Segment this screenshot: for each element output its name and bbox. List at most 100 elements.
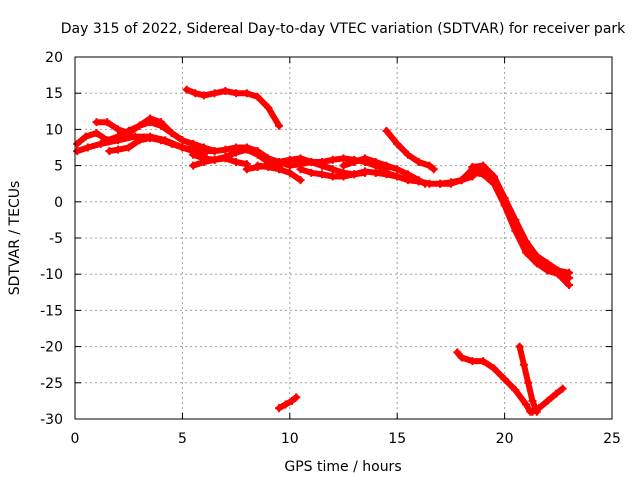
data-point — [83, 143, 92, 152]
data-point — [103, 118, 112, 127]
data-point — [221, 154, 230, 163]
data-point — [403, 176, 412, 185]
x-tick-label: 25 — [603, 431, 621, 447]
data-point — [414, 157, 423, 166]
data-point — [425, 179, 434, 188]
data-point — [199, 91, 208, 100]
y-tick-label: 5 — [54, 159, 63, 175]
x-tick-label: 20 — [496, 431, 514, 447]
data-point — [414, 177, 423, 186]
data-point — [532, 259, 541, 268]
grid-layer — [75, 57, 612, 419]
series-arc-16 — [382, 126, 438, 174]
data-point — [178, 136, 187, 145]
data-point — [468, 357, 477, 366]
data-point — [124, 143, 133, 152]
data-point — [189, 161, 198, 170]
series-arc-18 — [436, 165, 574, 277]
data-point — [360, 168, 369, 177]
data-point — [296, 154, 305, 163]
series-arc-24 — [275, 393, 301, 413]
series-layer — [73, 85, 574, 416]
data-point — [124, 129, 133, 138]
data-point — [221, 145, 230, 154]
data-point — [307, 168, 316, 177]
data-point — [371, 168, 380, 177]
data-point — [221, 87, 230, 96]
data-point — [92, 118, 101, 127]
data-point — [436, 179, 445, 188]
data-point — [522, 248, 531, 257]
data-point — [146, 114, 155, 123]
data-point — [275, 157, 284, 166]
data-point — [92, 129, 101, 138]
data-point — [479, 161, 488, 170]
data-point — [113, 136, 122, 145]
data-point — [565, 273, 574, 282]
data-point — [479, 357, 488, 366]
data-point — [131, 132, 140, 141]
data-point — [167, 129, 176, 138]
data-point — [296, 176, 305, 185]
data-point — [515, 342, 524, 351]
data-point — [534, 404, 543, 413]
chart-title: Day 315 of 2022, Sidereal Day-to-day VTE… — [61, 21, 626, 37]
data-point — [242, 143, 251, 152]
y-tick-label: -25 — [40, 376, 63, 392]
data-point — [210, 155, 219, 164]
y-tick-label: -10 — [40, 267, 63, 283]
series-trace — [454, 349, 534, 415]
data-point — [296, 165, 305, 174]
data-point — [242, 89, 251, 98]
data-point — [382, 126, 391, 135]
data-point — [275, 404, 284, 413]
data-point — [500, 194, 509, 203]
data-point — [253, 163, 262, 172]
data-point — [242, 165, 251, 174]
data-point — [275, 121, 284, 130]
data-point — [253, 92, 262, 101]
data-point — [156, 118, 165, 127]
data-point — [232, 148, 241, 157]
data-point — [360, 154, 369, 163]
y-tick-label: 20 — [45, 50, 63, 66]
data-point — [489, 364, 498, 373]
series-trace — [276, 394, 300, 412]
data-point — [191, 89, 200, 98]
series-trace — [383, 127, 437, 173]
data-point — [339, 168, 348, 177]
data-point — [350, 157, 359, 166]
data-point — [318, 161, 327, 170]
data-point — [146, 134, 155, 143]
data-point — [522, 400, 531, 409]
x-tick-label: 15 — [388, 431, 406, 447]
data-point — [393, 165, 402, 174]
data-point — [543, 262, 552, 271]
series-trace — [183, 86, 283, 129]
y-tick-label: -20 — [40, 340, 63, 356]
data-point — [429, 165, 438, 174]
data-point — [105, 147, 114, 156]
tick-layer: 0 5 10 15 20 25 -30 -25 -20 -15 -10 -5 0 5 10 15 20 — [40, 50, 621, 447]
data-point — [453, 348, 462, 357]
data-point — [524, 378, 533, 387]
data-point — [500, 375, 509, 384]
data-point — [382, 161, 391, 170]
data-point — [528, 407, 537, 416]
data-point — [113, 125, 122, 134]
data-point — [264, 154, 273, 163]
data-point — [210, 147, 219, 156]
data-point — [468, 163, 477, 172]
data-point — [292, 393, 301, 402]
data-point — [287, 396, 296, 405]
data-point — [522, 237, 531, 246]
x-tick-label: 10 — [281, 431, 299, 447]
y-tick-label: 0 — [54, 195, 63, 211]
data-point — [135, 121, 144, 130]
y-tick-label: -15 — [40, 303, 63, 319]
data-point — [135, 136, 144, 145]
x-tick-label: 5 — [178, 431, 187, 447]
data-point — [182, 85, 191, 94]
series-trace — [469, 162, 572, 289]
data-point — [281, 400, 290, 409]
